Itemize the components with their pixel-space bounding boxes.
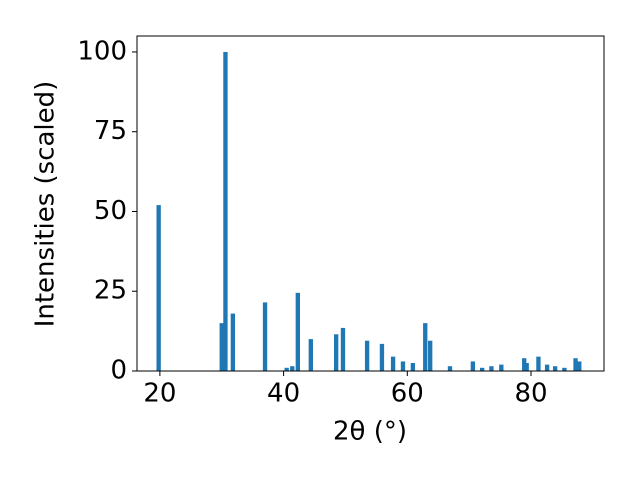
bar	[295, 292, 300, 371]
y-tick-label: 50	[94, 196, 127, 226]
x-tick-label: 20	[143, 379, 176, 409]
bar	[479, 367, 485, 371]
bar	[489, 366, 494, 371]
y-axis-label: Intensities (scaled)	[31, 81, 61, 328]
bar	[423, 323, 428, 371]
bar	[499, 364, 504, 371]
bar	[308, 339, 313, 371]
bar	[284, 367, 289, 371]
bar	[447, 366, 453, 371]
bar	[522, 358, 527, 371]
bar	[156, 205, 161, 371]
plot-frame	[136, 35, 605, 372]
y-tick-label: 100	[77, 36, 127, 66]
bar	[573, 358, 578, 371]
x-tick-label: 40	[267, 379, 300, 409]
x-tick-label: 60	[391, 379, 424, 409]
y-tick-label: 75	[94, 116, 127, 146]
bar	[470, 361, 476, 371]
bar	[552, 366, 558, 371]
bar	[562, 367, 567, 371]
bar	[334, 334, 339, 371]
bar	[340, 327, 346, 371]
bar	[524, 363, 529, 371]
bar	[428, 340, 433, 371]
bar	[544, 364, 550, 371]
bar	[230, 313, 236, 371]
x-axis-label: 2θ (°)	[333, 417, 407, 447]
y-tick-label: 0	[110, 356, 127, 386]
bar	[379, 343, 385, 371]
bar	[536, 356, 541, 371]
bar	[400, 361, 406, 371]
bar	[410, 363, 416, 371]
bar	[223, 51, 228, 371]
bar	[390, 356, 396, 371]
bar	[262, 302, 268, 371]
bar	[577, 361, 582, 371]
bar	[290, 366, 295, 371]
bar	[219, 323, 224, 371]
x-tick-label: 80	[514, 379, 547, 409]
y-tick-label: 25	[94, 276, 127, 306]
bar	[364, 340, 370, 371]
